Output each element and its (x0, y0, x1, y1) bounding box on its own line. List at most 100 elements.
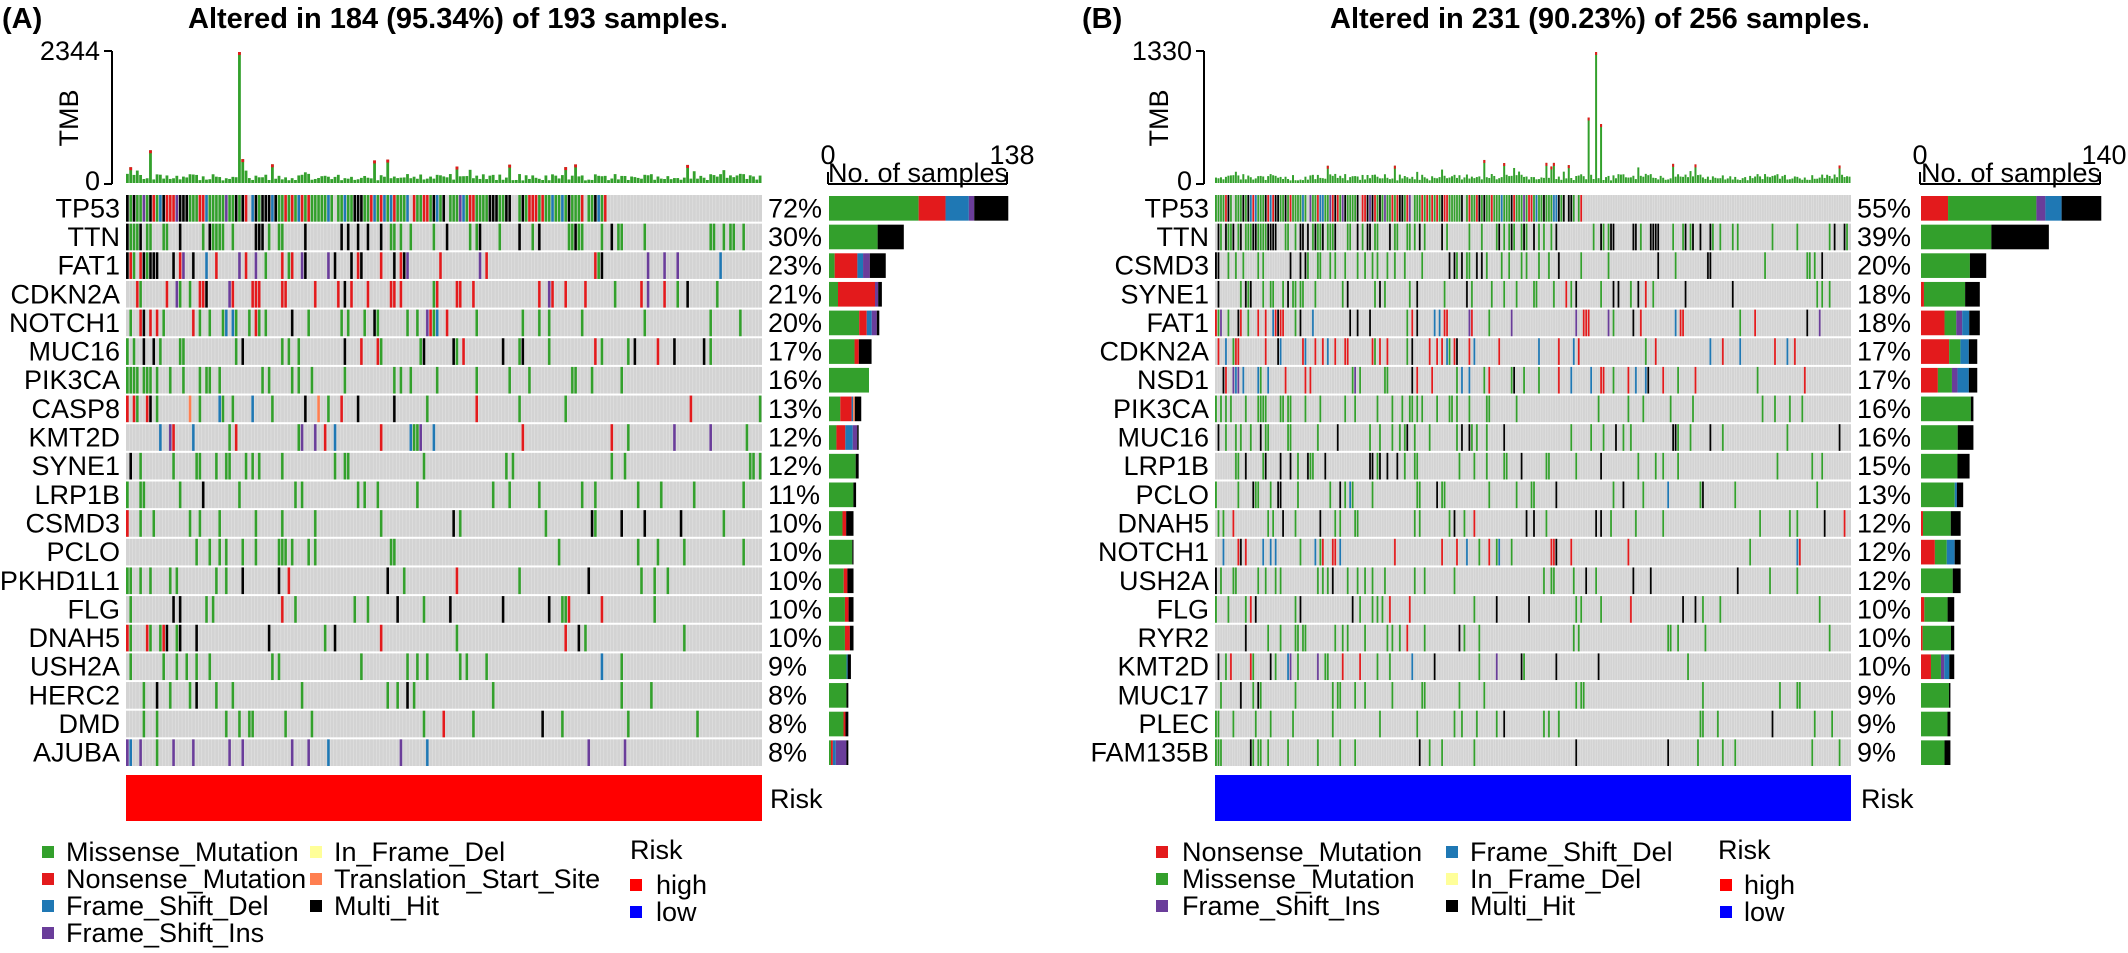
matrix-cell (129, 653, 132, 681)
matrix-cell (1257, 682, 1260, 709)
tmb-bar (1217, 178, 1220, 183)
matrix-cell (577, 223, 581, 251)
matrix-cell (185, 653, 189, 681)
matrix-cell (175, 195, 179, 222)
matrix-cell (1600, 452, 1602, 480)
matrix-cell (1508, 223, 1511, 251)
matrix-cell (537, 481, 541, 509)
matrix-cell (254, 195, 258, 222)
matrix-cell (1242, 252, 1245, 279)
matrix-cell (1786, 338, 1789, 365)
matrix-cell (287, 195, 291, 222)
tmb-bar-top (238, 52, 241, 55)
matrix-cell (1530, 481, 1533, 509)
sample-count-bar-segment (1956, 310, 1963, 336)
sample-count-bar-segment (829, 654, 847, 680)
matrix-cell (175, 280, 179, 308)
tmb-bar (158, 174, 162, 183)
matrix-cell (1754, 309, 1756, 337)
sample-count-bar-segment (1924, 597, 1948, 622)
matrix-cell (1234, 424, 1237, 451)
matrix-cell (221, 223, 225, 251)
tmb-bar (267, 179, 271, 183)
matrix-cell (1274, 309, 1277, 337)
matrix-cell (1267, 510, 1270, 537)
matrix-cell (1709, 424, 1712, 451)
matrix-cell (1552, 195, 1555, 222)
matrix-cell (1282, 510, 1284, 537)
tmb-bar (686, 164, 690, 183)
matrix-cell (1299, 252, 1302, 279)
matrix-cell (1610, 223, 1612, 251)
matrix-cell (195, 624, 198, 652)
matrix-cell (359, 195, 363, 222)
matrix-cell (218, 538, 221, 566)
matrix-cell (1244, 223, 1247, 251)
matrix-cell (1314, 280, 1317, 308)
matrix-cell (300, 424, 304, 451)
matrix-cell (1649, 223, 1652, 251)
tmb-bar (1423, 177, 1426, 183)
matrix-cell (145, 223, 149, 251)
matrix-cell (1537, 195, 1540, 222)
matrix-cell (1803, 366, 1806, 394)
matrix-cell (1277, 309, 1279, 337)
matrix-cell (1219, 682, 1222, 709)
matrix-cell (1294, 624, 1297, 652)
sample-count-bar-segment (845, 711, 849, 737)
panel-b-sample-bars (1921, 196, 2102, 765)
matrix-cell (580, 223, 584, 251)
matrix-cell (139, 195, 142, 222)
tmb-bar (626, 179, 630, 183)
matrix-cell (1359, 596, 1361, 623)
matrix-cell (1448, 395, 1451, 423)
matrix-cell (1301, 223, 1304, 251)
matrix-cell (1349, 195, 1352, 222)
matrix-cell (1215, 309, 1217, 337)
matrix-cell (1252, 682, 1255, 709)
matrix-cell (366, 195, 370, 222)
matrix-cell (1438, 309, 1441, 337)
tmb-bar (435, 174, 439, 183)
matrix-cell (475, 366, 479, 394)
matrix-cell (402, 195, 406, 222)
matrix-cell (346, 223, 350, 251)
sample-count-bar-segment (1950, 511, 1961, 536)
matrix-cell (284, 195, 287, 222)
matrix-cell (1436, 481, 1438, 509)
tmb-bar (126, 173, 129, 183)
matrix-cell (1351, 596, 1354, 623)
matrix-cell (1279, 452, 1282, 480)
matrix-cell (554, 195, 558, 222)
tmb-bar (373, 160, 376, 183)
matrix-cell (1612, 280, 1615, 308)
matrix-cell (261, 366, 264, 394)
matrix-cell (1451, 395, 1453, 423)
matrix-cell (1701, 682, 1704, 709)
matrix-cell (238, 195, 241, 222)
matrix-row-background (126, 567, 762, 595)
matrix-cell (129, 452, 132, 480)
matrix-cell (1259, 395, 1262, 423)
panel-a-title: Altered in 184 (95.34%) of 193 samples. (188, 3, 728, 35)
matrix-cell (1411, 338, 1414, 365)
sample-count-bar-segment (852, 539, 854, 565)
sample-count-bar-segment (1940, 654, 1945, 680)
matrix-cell (343, 452, 347, 480)
matrix-cell (234, 195, 238, 222)
matrix-cell (231, 309, 235, 337)
matrix-cell (1796, 538, 1799, 566)
matrix-cell (228, 195, 231, 222)
legend-a-label-fsdel: Frame_Shift_Del (66, 891, 269, 921)
matrix-cell (1336, 195, 1339, 222)
tmb-bar (350, 176, 353, 183)
matrix-cell (294, 481, 297, 509)
matrix-cell (307, 739, 310, 766)
matrix-cell (1436, 395, 1438, 423)
matrix-cell (1458, 682, 1461, 709)
matrix-cell (1582, 682, 1585, 709)
matrix-cell (313, 195, 317, 222)
gene-percent-label: 10% (1857, 623, 1911, 653)
matrix-cell (1418, 481, 1421, 509)
matrix-cell (1334, 538, 1337, 566)
